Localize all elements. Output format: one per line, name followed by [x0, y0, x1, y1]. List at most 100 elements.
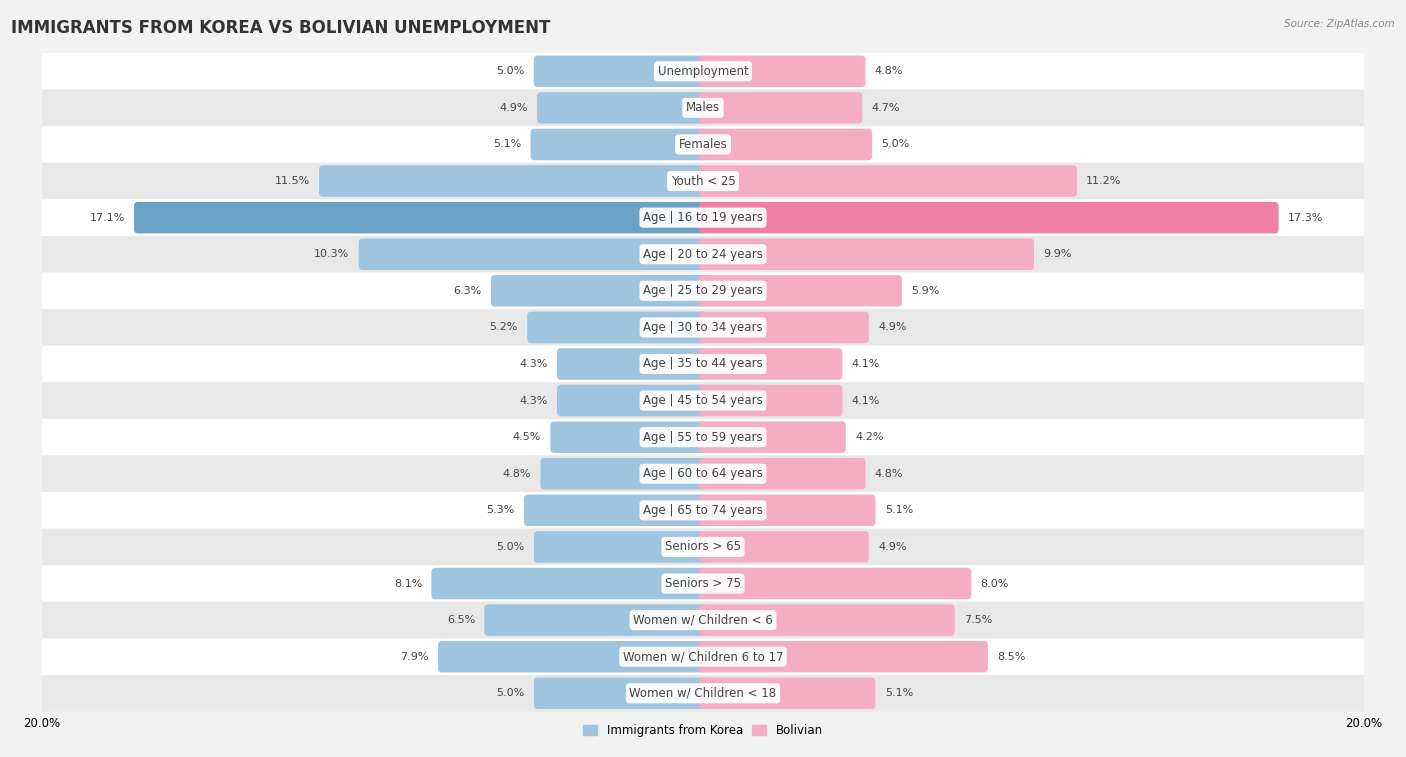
FancyBboxPatch shape: [524, 494, 707, 526]
FancyBboxPatch shape: [699, 312, 869, 343]
Text: 4.8%: 4.8%: [503, 469, 531, 478]
FancyBboxPatch shape: [439, 641, 707, 672]
FancyBboxPatch shape: [484, 604, 707, 636]
FancyBboxPatch shape: [699, 275, 901, 307]
Text: 4.2%: 4.2%: [855, 432, 883, 442]
Text: 6.3%: 6.3%: [453, 286, 482, 296]
FancyBboxPatch shape: [699, 458, 866, 490]
Text: 8.5%: 8.5%: [997, 652, 1025, 662]
FancyBboxPatch shape: [699, 678, 876, 709]
FancyBboxPatch shape: [42, 309, 1364, 346]
Text: 10.3%: 10.3%: [314, 249, 350, 259]
Text: 5.0%: 5.0%: [496, 67, 524, 76]
FancyBboxPatch shape: [42, 53, 1364, 89]
FancyBboxPatch shape: [550, 422, 707, 453]
Text: Unemployment: Unemployment: [658, 65, 748, 78]
Text: Age | 16 to 19 years: Age | 16 to 19 years: [643, 211, 763, 224]
Text: IMMIGRANTS FROM KOREA VS BOLIVIAN UNEMPLOYMENT: IMMIGRANTS FROM KOREA VS BOLIVIAN UNEMPL…: [11, 19, 551, 37]
FancyBboxPatch shape: [42, 675, 1364, 712]
Text: 5.9%: 5.9%: [911, 286, 939, 296]
Text: Age | 20 to 24 years: Age | 20 to 24 years: [643, 248, 763, 260]
Text: Females: Females: [679, 138, 727, 151]
FancyBboxPatch shape: [42, 638, 1364, 675]
FancyBboxPatch shape: [42, 89, 1364, 126]
Text: 8.1%: 8.1%: [394, 578, 422, 588]
Text: 5.0%: 5.0%: [496, 542, 524, 552]
FancyBboxPatch shape: [319, 165, 707, 197]
Text: Women w/ Children < 18: Women w/ Children < 18: [630, 687, 776, 699]
Text: Source: ZipAtlas.com: Source: ZipAtlas.com: [1284, 19, 1395, 29]
FancyBboxPatch shape: [42, 602, 1364, 638]
FancyBboxPatch shape: [42, 199, 1364, 236]
FancyBboxPatch shape: [699, 55, 866, 87]
Text: 11.2%: 11.2%: [1087, 176, 1122, 186]
FancyBboxPatch shape: [699, 129, 872, 160]
Text: Age | 35 to 44 years: Age | 35 to 44 years: [643, 357, 763, 370]
FancyBboxPatch shape: [699, 92, 862, 123]
Text: 4.7%: 4.7%: [872, 103, 900, 113]
Text: Age | 45 to 54 years: Age | 45 to 54 years: [643, 394, 763, 407]
Text: Seniors > 75: Seniors > 75: [665, 577, 741, 590]
FancyBboxPatch shape: [699, 422, 846, 453]
FancyBboxPatch shape: [134, 202, 707, 233]
Text: Women w/ Children < 6: Women w/ Children < 6: [633, 614, 773, 627]
FancyBboxPatch shape: [537, 92, 707, 123]
FancyBboxPatch shape: [534, 678, 707, 709]
Text: 4.9%: 4.9%: [879, 322, 907, 332]
Text: 5.3%: 5.3%: [486, 506, 515, 516]
Text: Age | 25 to 29 years: Age | 25 to 29 years: [643, 285, 763, 298]
Text: Age | 30 to 34 years: Age | 30 to 34 years: [643, 321, 763, 334]
Legend: Immigrants from Korea, Bolivian: Immigrants from Korea, Bolivian: [578, 719, 828, 742]
FancyBboxPatch shape: [699, 641, 988, 672]
Text: 4.5%: 4.5%: [513, 432, 541, 442]
Text: 4.1%: 4.1%: [852, 359, 880, 369]
Text: Youth < 25: Youth < 25: [671, 175, 735, 188]
FancyBboxPatch shape: [699, 385, 842, 416]
FancyBboxPatch shape: [699, 494, 876, 526]
Text: 4.8%: 4.8%: [875, 67, 903, 76]
Text: 9.9%: 9.9%: [1043, 249, 1071, 259]
FancyBboxPatch shape: [42, 273, 1364, 309]
Text: 7.9%: 7.9%: [401, 652, 429, 662]
FancyBboxPatch shape: [699, 604, 955, 636]
FancyBboxPatch shape: [557, 385, 707, 416]
Text: 4.3%: 4.3%: [519, 359, 548, 369]
Text: Age | 65 to 74 years: Age | 65 to 74 years: [643, 504, 763, 517]
FancyBboxPatch shape: [491, 275, 707, 307]
FancyBboxPatch shape: [534, 531, 707, 562]
Text: 11.5%: 11.5%: [274, 176, 309, 186]
Text: 5.1%: 5.1%: [884, 506, 912, 516]
Text: 4.9%: 4.9%: [499, 103, 527, 113]
FancyBboxPatch shape: [699, 348, 842, 380]
FancyBboxPatch shape: [42, 565, 1364, 602]
Text: Women w/ Children 6 to 17: Women w/ Children 6 to 17: [623, 650, 783, 663]
FancyBboxPatch shape: [42, 456, 1364, 492]
FancyBboxPatch shape: [359, 238, 707, 270]
FancyBboxPatch shape: [42, 528, 1364, 565]
Text: 5.0%: 5.0%: [496, 688, 524, 698]
FancyBboxPatch shape: [699, 202, 1278, 233]
Text: Age | 60 to 64 years: Age | 60 to 64 years: [643, 467, 763, 480]
Text: 8.0%: 8.0%: [980, 578, 1010, 588]
FancyBboxPatch shape: [699, 165, 1077, 197]
FancyBboxPatch shape: [42, 382, 1364, 419]
Text: 4.9%: 4.9%: [879, 542, 907, 552]
Text: Age | 55 to 59 years: Age | 55 to 59 years: [643, 431, 763, 444]
FancyBboxPatch shape: [699, 531, 869, 562]
Text: 4.3%: 4.3%: [519, 396, 548, 406]
Text: 5.2%: 5.2%: [489, 322, 517, 332]
FancyBboxPatch shape: [527, 312, 707, 343]
FancyBboxPatch shape: [42, 346, 1364, 382]
FancyBboxPatch shape: [42, 492, 1364, 528]
FancyBboxPatch shape: [42, 126, 1364, 163]
FancyBboxPatch shape: [42, 419, 1364, 456]
FancyBboxPatch shape: [42, 163, 1364, 199]
Text: Seniors > 65: Seniors > 65: [665, 540, 741, 553]
FancyBboxPatch shape: [432, 568, 707, 600]
Text: 17.3%: 17.3%: [1288, 213, 1323, 223]
FancyBboxPatch shape: [557, 348, 707, 380]
Text: 7.5%: 7.5%: [965, 615, 993, 625]
Text: 5.1%: 5.1%: [494, 139, 522, 149]
FancyBboxPatch shape: [530, 129, 707, 160]
Text: 5.1%: 5.1%: [884, 688, 912, 698]
